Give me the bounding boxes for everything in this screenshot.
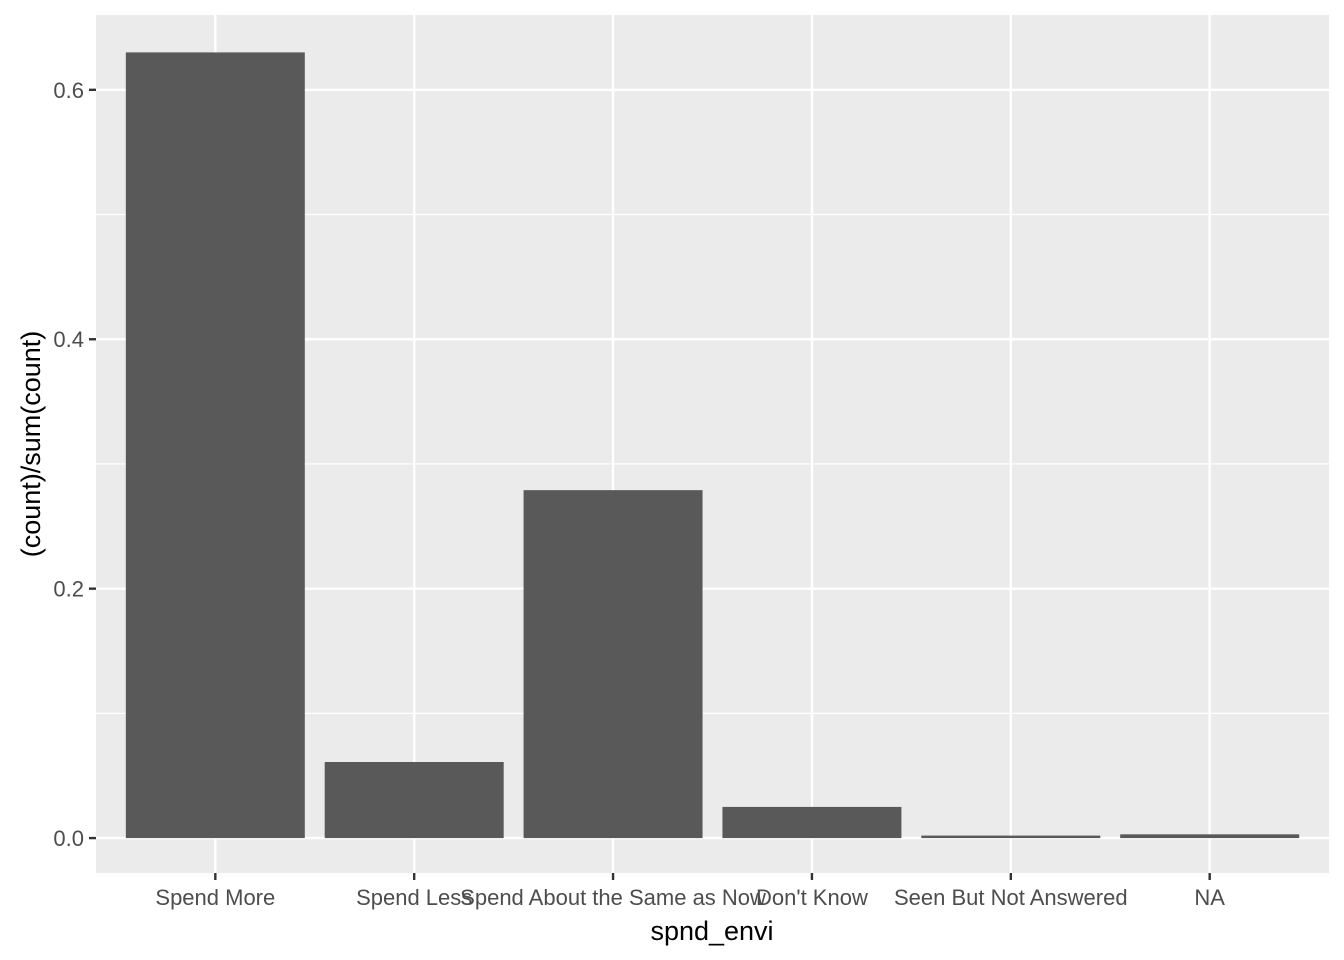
y-tick-label: 0.4 — [53, 327, 84, 352]
y-tick-label: 0.2 — [53, 577, 84, 602]
bar — [722, 806, 902, 839]
bar — [1120, 834, 1300, 839]
x-tick-label: NA — [1194, 885, 1225, 910]
bar — [324, 762, 504, 839]
y-tick-label: 0.0 — [53, 826, 84, 851]
y-axis-ticks: 0.0 0.2 0.4 0.6 — [53, 78, 96, 851]
y-axis-title: (count)/sum(count) — [16, 331, 46, 558]
bar — [921, 835, 1101, 839]
x-tick-label: Spend About the Same as Now — [460, 885, 766, 910]
x-tick-label: Don't Know — [756, 885, 868, 910]
y-tick-label: 0.6 — [53, 78, 84, 103]
bar — [523, 490, 703, 839]
x-tick-label: Seen But Not Answered — [894, 885, 1128, 910]
x-tick-label: Spend More — [155, 885, 275, 910]
x-axis-title: spnd_envi — [650, 916, 773, 946]
x-tick-label: Spend Less — [356, 885, 472, 910]
bars — [125, 52, 1300, 839]
bar — [125, 52, 305, 839]
